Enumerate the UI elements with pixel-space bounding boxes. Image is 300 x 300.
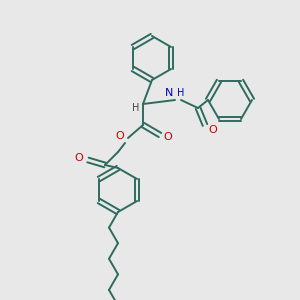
Text: O: O [164, 132, 172, 142]
Text: N: N [165, 88, 173, 98]
Text: H: H [132, 103, 140, 113]
Text: O: O [75, 153, 83, 163]
Text: H: H [177, 88, 184, 98]
Text: O: O [208, 125, 217, 135]
Text: O: O [116, 131, 124, 141]
